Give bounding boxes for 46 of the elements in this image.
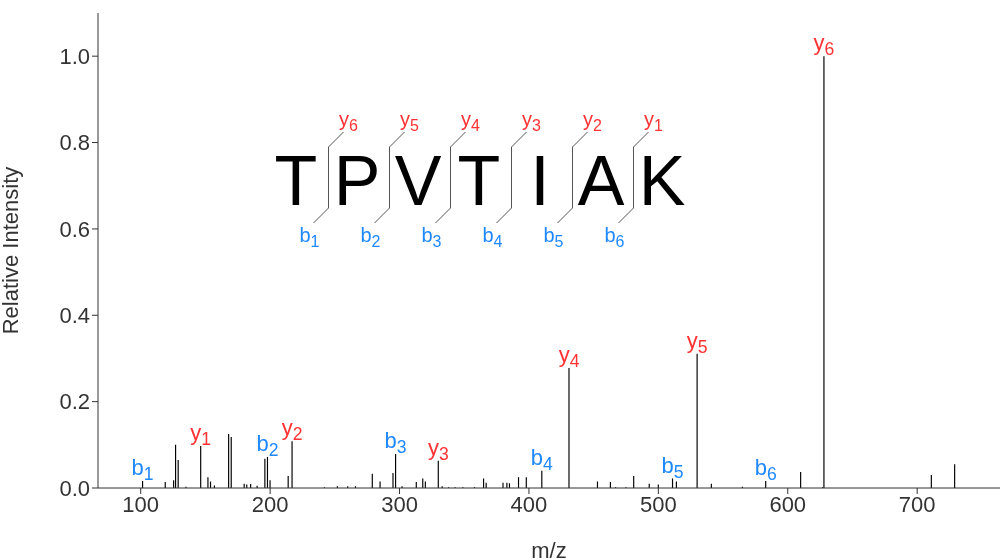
x-axis-title: m/z — [531, 538, 567, 558]
x-tick-label: 100 — [122, 491, 160, 517]
annotation: y$_{3}$ — [522, 108, 542, 134]
y-tick-label: 1.0 — [59, 43, 90, 69]
annotation: P — [333, 142, 381, 220]
annotation: y$_{5}$ — [400, 108, 420, 134]
annotation: V — [394, 142, 442, 220]
x-tick-label: 500 — [639, 491, 677, 517]
y-axis-title: Relative Intensity — [0, 166, 23, 335]
annotation: b$_{6}$ — [604, 224, 625, 250]
annotation: y$_{2}$ — [583, 108, 603, 134]
x-tick-label: 700 — [898, 491, 936, 517]
annotation: y$_{6}$ — [813, 30, 835, 60]
x-tick-label: 600 — [769, 491, 807, 517]
y-tick-label: 0.8 — [59, 130, 90, 156]
y-tick-label: 0.2 — [59, 389, 90, 415]
annotation: b$_{3}$ — [421, 224, 442, 250]
annotation: b$_{6}$ — [754, 455, 777, 485]
annotation: b$_{4}$ — [482, 224, 503, 250]
annotation: y$_{1}$ — [190, 420, 212, 450]
annotation: b$_{1}$ — [131, 455, 154, 485]
y-tick-label: 0.4 — [59, 303, 90, 329]
y-tick-label: 0.6 — [59, 216, 90, 242]
annotation: y$_{2}$ — [281, 415, 303, 445]
annotation: T — [274, 142, 318, 220]
annotation: b$_{1}$ — [299, 224, 320, 250]
y-tick-label: 0.0 — [59, 475, 90, 501]
x-tick-label: 200 — [251, 491, 289, 517]
annotation: b$_{2}$ — [256, 430, 279, 461]
annotation: b$_{2}$ — [360, 224, 381, 250]
annotation: b$_{3}$ — [384, 427, 407, 458]
annotation: y$_{3}$ — [427, 434, 449, 465]
annotation: K — [638, 142, 686, 220]
annotation: I — [530, 142, 550, 220]
annotation: y$_{4}$ — [461, 108, 481, 134]
annotation: y$_{5}$ — [686, 327, 708, 358]
annotation: T — [457, 142, 501, 220]
annotation: b$_{4}$ — [530, 444, 554, 475]
annotation: b$_{5}$ — [661, 452, 684, 482]
annotation: y$_{4}$ — [558, 341, 580, 372]
annotation: y$_{6}$ — [339, 108, 359, 134]
annotation: y$_{1}$ — [644, 108, 664, 134]
annotation: b$_{5}$ — [543, 224, 564, 250]
x-tick-label: 300 — [381, 491, 418, 517]
x-tick-label: 400 — [510, 491, 548, 517]
annotation: A — [577, 142, 625, 220]
